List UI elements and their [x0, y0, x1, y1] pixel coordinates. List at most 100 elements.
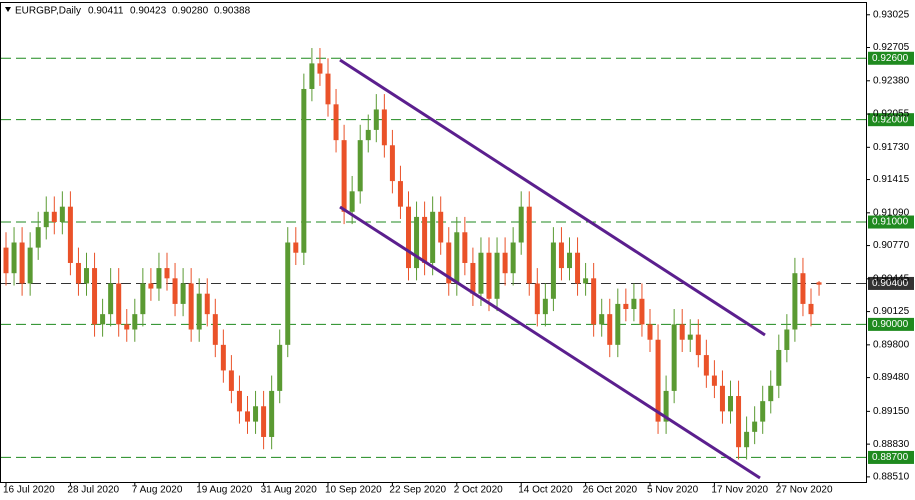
candle-body [301, 88, 307, 253]
candle-body [341, 140, 347, 212]
candle-body [156, 268, 162, 289]
header-value: 0.90411 [88, 6, 124, 17]
y-tick-label: 0.91730 [873, 142, 910, 153]
y-tick-label: 0.91090 [873, 207, 910, 218]
x-tick-label: 2 Oct 2020 [454, 485, 503, 496]
candle-body [309, 63, 315, 89]
candle-body [575, 252, 581, 284]
y-tick-label: 0.88510 [873, 472, 910, 483]
candle-body [663, 390, 669, 422]
candle-body [333, 104, 339, 141]
x-tick-label: 14 Oct 2020 [518, 485, 573, 496]
candle-body [365, 129, 371, 141]
candle-body [84, 268, 89, 284]
candle-body [462, 232, 468, 263]
candle-body [67, 206, 73, 263]
level-tag [868, 276, 914, 290]
y-tick-label: 0.91415 [873, 174, 910, 185]
candle-body [293, 242, 299, 253]
candle-body [639, 298, 645, 325]
x-tick-label: 16 Jul 2020 [3, 485, 55, 496]
candle-body [414, 216, 420, 269]
level-label: 0.88700 [872, 452, 909, 463]
candle-body [180, 283, 186, 304]
symbol: EURGBP,Daily [15, 6, 81, 17]
candle-body [583, 278, 589, 284]
candle-body [51, 211, 57, 223]
candle-body [406, 206, 411, 269]
candle-body [647, 324, 653, 340]
candle-body [703, 355, 709, 376]
level-label: 0.90400 [872, 278, 909, 289]
level-tag [868, 51, 914, 65]
menu-arrow[interactable] [5, 7, 11, 12]
candle-body [357, 140, 363, 192]
candle-body [736, 396, 742, 448]
candle-body [27, 247, 33, 284]
candle-body [800, 273, 806, 304]
candle-body [542, 298, 548, 315]
candle-body [752, 421, 758, 432]
candle-body [792, 273, 798, 330]
candle-body [389, 145, 395, 182]
candle-body [808, 303, 814, 315]
x-tick-label: 31 Aug 2020 [261, 485, 318, 496]
candle-body [784, 329, 790, 350]
candle-body [430, 211, 436, 263]
candle-body [478, 252, 484, 294]
candle-body [269, 390, 275, 437]
candle-body [373, 109, 379, 130]
candle-body [325, 73, 331, 105]
y-tick-label: 0.93025 [873, 9, 910, 20]
candle-body [534, 283, 540, 315]
y-tick-label: 0.89150 [873, 406, 910, 417]
candle-body [75, 262, 81, 284]
candle-body [510, 242, 516, 274]
candle-body [816, 282, 822, 285]
candle-body [253, 406, 259, 422]
candle-body [124, 324, 130, 330]
x-tick-label: 17 Nov 2020 [711, 485, 768, 496]
candle-body [438, 211, 444, 243]
x-tick-label: 10 Sep 2020 [325, 485, 382, 496]
candle-body [212, 314, 218, 345]
candle-body [140, 283, 146, 315]
candle-body [92, 268, 98, 325]
candle-body [655, 339, 661, 422]
y-tick-label: 0.90770 [873, 240, 910, 251]
candle-body [760, 401, 766, 422]
x-tick-label: 27 Nov 2020 [776, 485, 833, 496]
candle-body [470, 262, 476, 294]
y-tick-label: 0.90125 [873, 306, 910, 317]
candle-body [397, 181, 403, 207]
level-label: 0.90000 [872, 319, 909, 330]
candle-body [526, 206, 532, 284]
y-tick-label: 0.92055 [873, 109, 910, 120]
candle-body [236, 390, 242, 412]
candle-body [245, 411, 250, 422]
candle-body [422, 216, 428, 263]
candle-body [599, 314, 605, 325]
candle-body [172, 278, 178, 304]
level-tag [868, 450, 914, 464]
candle-body [454, 232, 460, 284]
candle-body [518, 206, 524, 243]
candle-body [228, 370, 234, 391]
candle-body [116, 283, 122, 325]
candle-body [19, 242, 25, 284]
level-tag [868, 215, 914, 229]
candle-body [277, 344, 283, 391]
y-tick-label: 0.92380 [873, 75, 910, 86]
candle-body [3, 247, 9, 274]
candle-body [744, 431, 750, 448]
candle-body [196, 293, 202, 330]
candle-body [164, 268, 170, 279]
candle-body [631, 298, 637, 310]
candle-body [776, 349, 782, 386]
candle-body [59, 206, 65, 223]
candle-body [679, 324, 685, 340]
candle-body [317, 63, 323, 74]
header-value: 0.90423 [130, 6, 167, 17]
candle-body [35, 227, 41, 248]
candle-body [132, 314, 138, 330]
